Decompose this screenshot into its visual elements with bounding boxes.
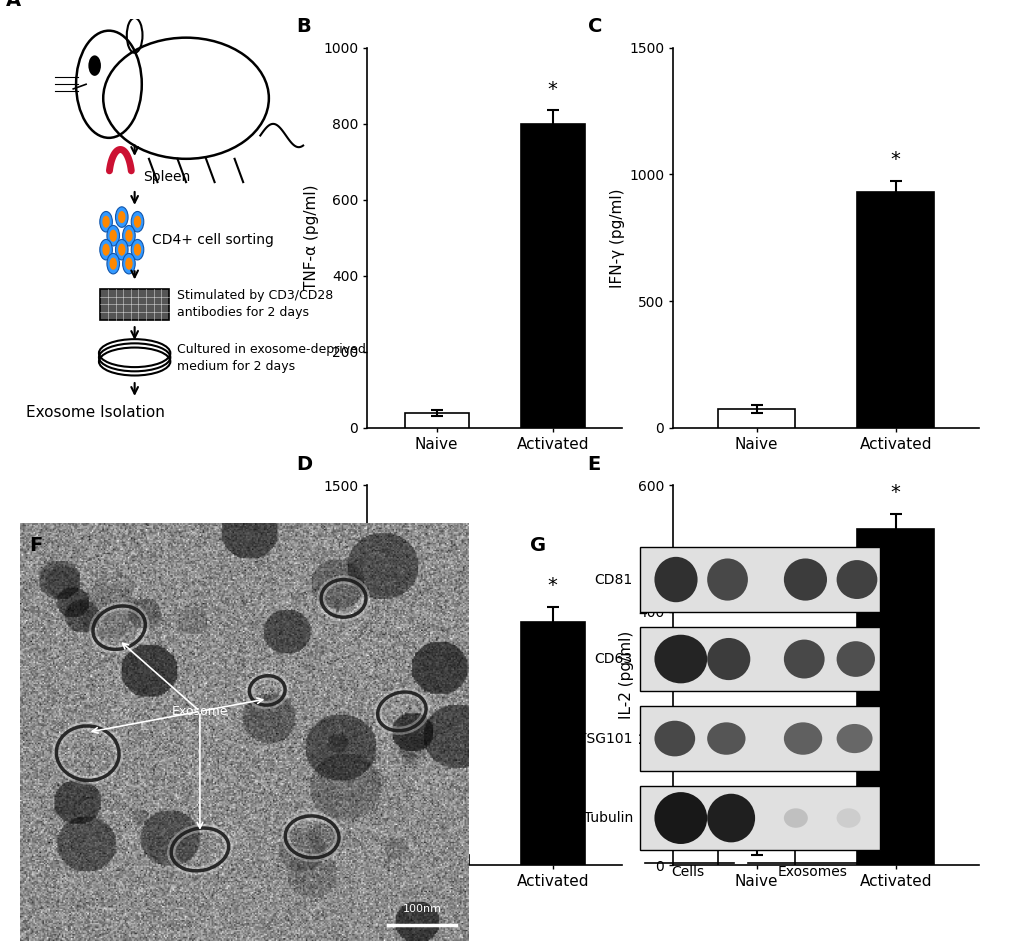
Ellipse shape: [836, 641, 874, 677]
Ellipse shape: [784, 723, 821, 755]
Ellipse shape: [706, 794, 754, 843]
Circle shape: [100, 240, 112, 260]
Ellipse shape: [706, 723, 745, 755]
Bar: [717, 409, 794, 428]
Circle shape: [125, 258, 132, 270]
Circle shape: [122, 253, 136, 274]
Bar: [640, 706, 879, 771]
Text: Tubulin: Tubulin: [583, 811, 632, 825]
Ellipse shape: [836, 724, 871, 753]
Ellipse shape: [784, 808, 807, 827]
Text: Cultured in exosome-deprived
medium for 2 days: Cultured in exosome-deprived medium for …: [177, 343, 366, 373]
Text: CD4+ cell sorting: CD4+ cell sorting: [152, 233, 273, 247]
Ellipse shape: [706, 558, 747, 601]
Ellipse shape: [784, 558, 826, 601]
Circle shape: [102, 243, 110, 256]
Bar: [717, 849, 794, 865]
Y-axis label: IFN-γ (pg/ml): IFN-γ (pg/ml): [609, 188, 625, 287]
Ellipse shape: [654, 557, 697, 602]
Text: CD81: CD81: [594, 573, 632, 587]
Circle shape: [125, 229, 132, 242]
Ellipse shape: [836, 808, 860, 827]
Circle shape: [107, 253, 119, 274]
Text: Spleen: Spleen: [143, 170, 191, 184]
Bar: [100, 289, 169, 320]
Ellipse shape: [654, 792, 706, 844]
Ellipse shape: [654, 634, 706, 684]
Text: Exosome Isolation: Exosome Isolation: [26, 405, 165, 420]
Bar: [405, 855, 468, 865]
Text: E: E: [587, 455, 600, 474]
Text: *: *: [547, 576, 557, 595]
Text: F: F: [30, 535, 43, 554]
Text: TSG101: TSG101: [578, 731, 632, 746]
Text: *: *: [890, 150, 900, 169]
Text: Cells: Cells: [671, 865, 704, 879]
Text: CD63: CD63: [594, 652, 632, 666]
Circle shape: [122, 225, 136, 246]
Y-axis label: IL-10 (pg/ml): IL-10 (pg/ml): [304, 627, 319, 724]
Text: Exosomes: Exosomes: [776, 865, 847, 879]
Y-axis label: TNF-α (pg/ml): TNF-α (pg/ml): [304, 185, 319, 290]
Circle shape: [115, 206, 128, 227]
Bar: [521, 124, 584, 428]
Circle shape: [118, 243, 125, 256]
Ellipse shape: [836, 560, 876, 599]
Bar: [405, 413, 468, 428]
Circle shape: [109, 229, 117, 242]
Ellipse shape: [784, 640, 823, 678]
Circle shape: [115, 240, 128, 260]
Text: Stimulated by CD3/CD28
antibodies for 2 days: Stimulated by CD3/CD28 antibodies for 2 …: [177, 289, 333, 320]
Ellipse shape: [654, 721, 695, 756]
Ellipse shape: [706, 638, 750, 680]
Text: G: G: [529, 535, 545, 554]
Circle shape: [133, 243, 141, 256]
Bar: [640, 786, 879, 850]
Text: Exosome: Exosome: [171, 705, 228, 718]
Circle shape: [109, 258, 117, 270]
Circle shape: [131, 240, 144, 260]
Bar: [857, 192, 933, 428]
Circle shape: [133, 216, 141, 228]
Bar: [857, 530, 933, 865]
Text: 100nm: 100nm: [403, 904, 441, 914]
Circle shape: [89, 55, 101, 76]
Circle shape: [131, 211, 144, 232]
Text: A: A: [6, 0, 21, 10]
Bar: [640, 627, 879, 691]
Circle shape: [102, 216, 110, 228]
Y-axis label: IL-2 (pg/ml): IL-2 (pg/ml): [619, 631, 633, 719]
Text: C: C: [587, 17, 601, 36]
Bar: [640, 547, 879, 612]
Text: *: *: [890, 483, 900, 502]
Text: *: *: [547, 80, 557, 99]
Text: D: D: [296, 455, 312, 474]
Text: B: B: [296, 17, 310, 36]
Circle shape: [100, 211, 112, 232]
Circle shape: [118, 211, 125, 223]
Bar: [521, 622, 584, 865]
Circle shape: [107, 225, 119, 246]
